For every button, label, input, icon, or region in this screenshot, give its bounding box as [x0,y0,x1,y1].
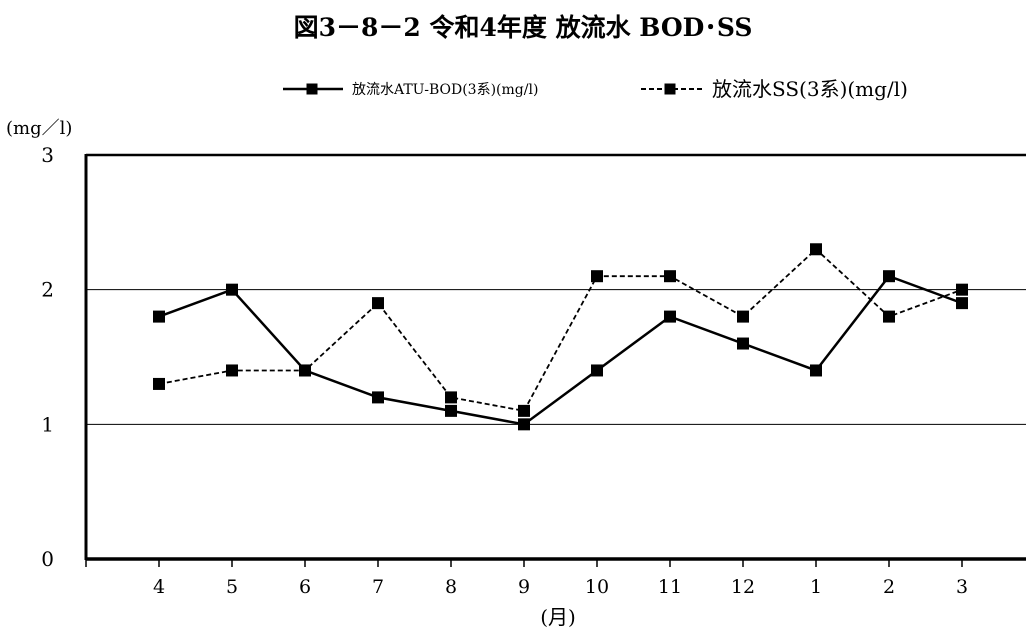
data-point-marker [518,404,530,417]
y-tick-labels: 0 1 2 3 [41,143,54,571]
x-tick-label: 10 [585,576,609,598]
data-point-marker [591,364,603,377]
legend-item-bod: 放流水ATU-BOD(3系)(mg/l) [283,82,538,98]
data-point-marker [372,391,384,404]
legend-item-ss: 放流水SS(3系)(mg/l) [641,77,908,101]
y-tick-label: 3 [41,143,54,167]
gridlines [86,289,1026,425]
legend-label-bod: 放流水ATU-BOD(3系)(mg/l) [352,82,538,98]
series-bod [153,270,968,431]
legend-label-ss: 放流水SS(3系)(mg/l) [712,77,908,101]
axes [84,153,1026,567]
series-line [158,248,963,412]
y-tick-label: 0 [41,547,54,571]
data-point-marker [810,364,822,377]
data-point-marker [153,377,165,390]
data-point-marker [664,310,676,323]
y-tick-label: 2 [41,278,54,302]
series-line [158,274,963,426]
data-point-marker [737,337,749,350]
x-tick-label: 12 [731,576,755,598]
data-point-marker [664,270,676,283]
data-point-marker [883,310,895,323]
data-point-marker [153,310,165,323]
data-point-marker [518,418,530,431]
x-tick-label: 7 [372,576,384,598]
data-point-marker [226,283,238,296]
x-tick-label: 6 [299,576,311,598]
data-point-marker [445,391,457,404]
x-tick-label: 11 [658,576,682,598]
chart-title: 図3－8－2 令和4年度 放流水 BOD･SS [294,13,753,42]
data-point-marker [226,364,238,377]
x-tick-label: 1 [810,576,822,598]
data-point-marker [591,270,603,283]
data-point-marker [956,297,968,310]
data-point-marker [883,270,895,283]
legend-marker-bod [306,83,318,95]
x-tick-label: 9 [518,576,530,598]
series [153,243,968,431]
x-tick-label: 8 [445,576,457,598]
x-tick-label: 2 [883,576,895,598]
x-tick-label: 3 [956,576,968,598]
data-point-marker [810,243,822,256]
x-tick-labels: 4 5 6 7 8 9 10 11 12 1 2 3 [153,576,968,598]
y-tick-label: 1 [41,412,54,436]
data-point-marker [737,310,749,323]
x-axis-label: (月) [540,605,576,629]
data-point-marker [372,297,384,310]
y-axis-label: (mg／l) [6,118,72,139]
legend: 放流水ATU-BOD(3系)(mg/l) 放流水SS(3系)(mg/l) [283,77,908,101]
data-point-marker [956,283,968,296]
x-tick-label: 4 [153,576,165,598]
legend-marker-ss [664,83,676,95]
data-point-marker [445,404,457,417]
data-point-marker [299,364,311,377]
x-tick-label: 5 [226,576,238,598]
